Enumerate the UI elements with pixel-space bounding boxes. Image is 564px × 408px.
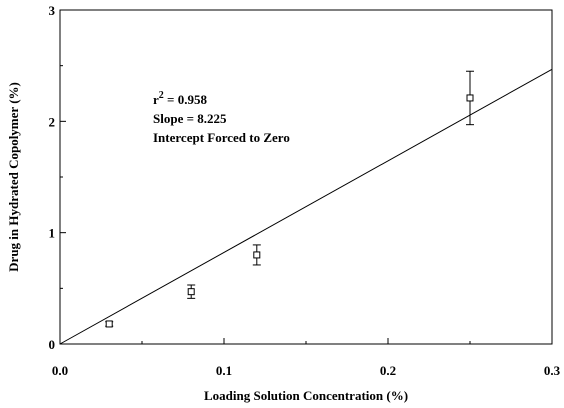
y-tick-label: 2 bbox=[49, 114, 56, 129]
r-squared-superscript: 2 bbox=[159, 90, 164, 101]
x-tick-label: 0.3 bbox=[544, 363, 561, 378]
ticks bbox=[59, 9, 553, 345]
y-axis-label: Drug in Hydrated Copolymer (%) bbox=[6, 82, 21, 272]
data-point bbox=[253, 251, 261, 259]
x-tick-label: 0.1 bbox=[216, 363, 232, 378]
y-tick-label: 1 bbox=[49, 226, 56, 241]
fit-layer bbox=[59, 68, 553, 345]
point-layer bbox=[105, 70, 474, 328]
data-point bbox=[105, 320, 113, 328]
x-tick-label: 0.0 bbox=[52, 363, 68, 378]
intercept-annotation: Intercept Forced to Zero bbox=[153, 130, 290, 145]
x-tick-label: 0.2 bbox=[380, 363, 396, 378]
plot-frame bbox=[59, 9, 553, 345]
fit-line bbox=[59, 68, 553, 345]
r-squared-value: = 0.958 bbox=[164, 92, 208, 107]
slope-annotation: Slope = 8.225 bbox=[153, 111, 227, 126]
r-squared-prefix: r bbox=[153, 92, 159, 107]
data-point bbox=[187, 288, 195, 296]
y-tick-label: 0 bbox=[49, 337, 56, 352]
y-tick-label: 3 bbox=[49, 3, 56, 18]
x-axis-label: Loading Solution Concentration (%) bbox=[204, 388, 408, 403]
tick-labels: 0.0 0.1 0.2 0.3 0 1 2 3 bbox=[49, 3, 561, 378]
r-squared-annotation: r2 = 0.958 bbox=[153, 90, 207, 107]
data-point bbox=[466, 94, 474, 102]
